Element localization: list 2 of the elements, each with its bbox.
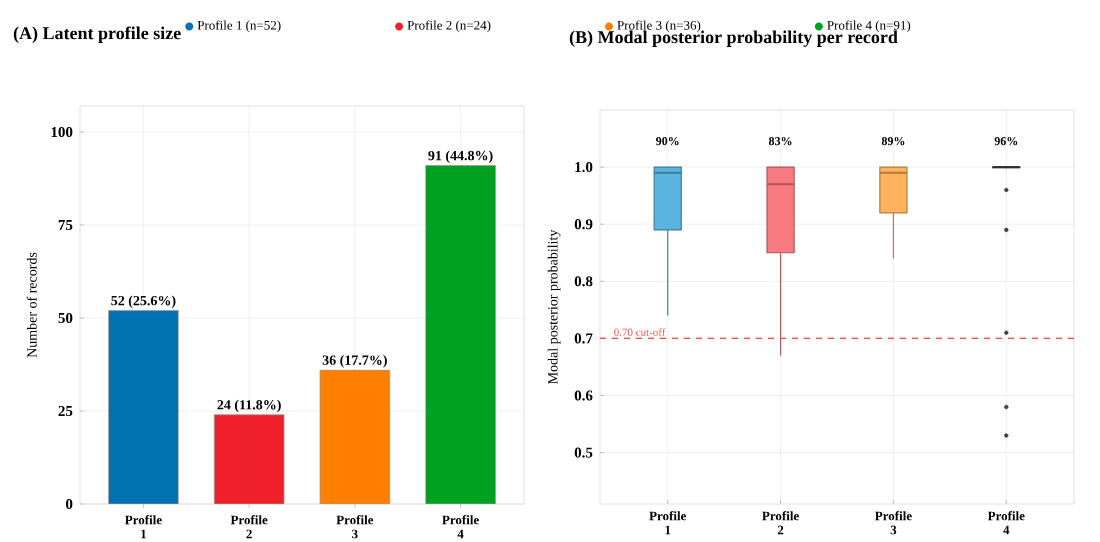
chart-title: (B) Modal posterior probability per record xyxy=(569,30,898,47)
chart-title: (A) Latent profile size xyxy=(13,26,181,43)
